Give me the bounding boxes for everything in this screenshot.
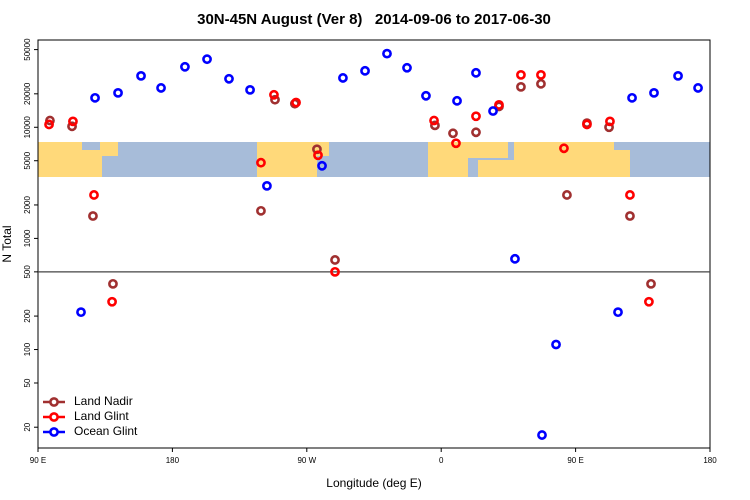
y-tick-label: 20 bbox=[23, 422, 32, 431]
point bbox=[67, 121, 77, 132]
point bbox=[646, 278, 656, 289]
point bbox=[338, 73, 348, 83]
point bbox=[510, 253, 520, 264]
point bbox=[202, 54, 212, 65]
y-tick-label: 200 bbox=[23, 309, 32, 323]
point bbox=[516, 69, 526, 80]
point bbox=[421, 90, 431, 101]
y-tick-label: 1000 bbox=[23, 229, 32, 247]
point bbox=[551, 339, 561, 350]
point bbox=[402, 62, 412, 73]
point bbox=[536, 69, 546, 80]
point bbox=[625, 211, 635, 221]
x-tick-label: 90 W bbox=[297, 456, 316, 465]
point bbox=[291, 97, 301, 108]
point bbox=[516, 81, 526, 92]
point bbox=[488, 106, 498, 116]
point bbox=[44, 119, 54, 130]
point bbox=[107, 296, 117, 307]
point bbox=[536, 78, 546, 89]
x-tick-label: 180 bbox=[166, 456, 180, 465]
point bbox=[136, 70, 146, 81]
point bbox=[649, 87, 659, 98]
y-tick-label: 2000 bbox=[23, 196, 32, 214]
point bbox=[613, 307, 623, 318]
point bbox=[108, 278, 118, 289]
point bbox=[693, 83, 703, 93]
y-tick-label: 500 bbox=[23, 265, 32, 279]
legend-label: Land Nadir bbox=[74, 394, 133, 408]
point bbox=[673, 70, 683, 81]
point bbox=[537, 430, 547, 440]
point bbox=[644, 296, 654, 307]
x-tick-label: 0 bbox=[439, 456, 444, 465]
point bbox=[317, 160, 327, 171]
point bbox=[262, 180, 272, 191]
point bbox=[448, 128, 458, 139]
x-axis-label: Longitude (deg E) bbox=[326, 476, 421, 490]
point bbox=[224, 73, 234, 84]
legend-label: Land Glint bbox=[74, 409, 129, 423]
point bbox=[360, 65, 370, 76]
point bbox=[76, 307, 86, 318]
point bbox=[430, 120, 440, 131]
y-tick-label: 50 bbox=[23, 378, 32, 387]
legend-marker bbox=[49, 412, 59, 422]
legend-label: Ocean Glint bbox=[74, 424, 138, 438]
point bbox=[89, 190, 99, 200]
point bbox=[471, 111, 481, 122]
point bbox=[330, 255, 340, 265]
point bbox=[627, 92, 637, 103]
point bbox=[451, 138, 461, 149]
point bbox=[313, 150, 323, 161]
point bbox=[113, 87, 123, 98]
x-tick-label: 90 E bbox=[30, 456, 46, 465]
point bbox=[471, 127, 481, 138]
point bbox=[625, 190, 635, 200]
point bbox=[256, 157, 266, 168]
point bbox=[562, 190, 572, 200]
point bbox=[382, 48, 392, 59]
point bbox=[269, 89, 279, 100]
point bbox=[330, 266, 340, 277]
legend-marker bbox=[49, 427, 59, 437]
y-tick-label: 5000 bbox=[23, 151, 32, 169]
map-strip bbox=[38, 142, 710, 177]
y-axis-label: N Total bbox=[0, 225, 14, 262]
point bbox=[452, 95, 462, 106]
point bbox=[559, 143, 569, 154]
point bbox=[270, 94, 280, 105]
y-tick-label: 20000 bbox=[23, 82, 32, 105]
y-tick-label: 10000 bbox=[23, 116, 32, 139]
x-tick-label: 90 E bbox=[567, 456, 583, 465]
point bbox=[245, 84, 255, 95]
point bbox=[471, 67, 481, 78]
point bbox=[88, 211, 98, 221]
chart-title: 30N-45N August (Ver 8) 2014-09-06 to 201… bbox=[197, 11, 551, 28]
point bbox=[156, 83, 166, 93]
point bbox=[90, 92, 100, 103]
x-tick-label: 180 bbox=[703, 456, 717, 465]
point bbox=[180, 61, 190, 72]
point bbox=[256, 205, 266, 216]
point bbox=[68, 116, 78, 127]
y-tick-label: 100 bbox=[23, 342, 32, 356]
legend-marker bbox=[49, 397, 59, 407]
point bbox=[494, 99, 504, 110]
point bbox=[605, 116, 615, 127]
y-tick-label: 50000 bbox=[23, 38, 32, 61]
point bbox=[429, 115, 439, 126]
point bbox=[582, 119, 592, 130]
plot-frame bbox=[37, 39, 711, 449]
